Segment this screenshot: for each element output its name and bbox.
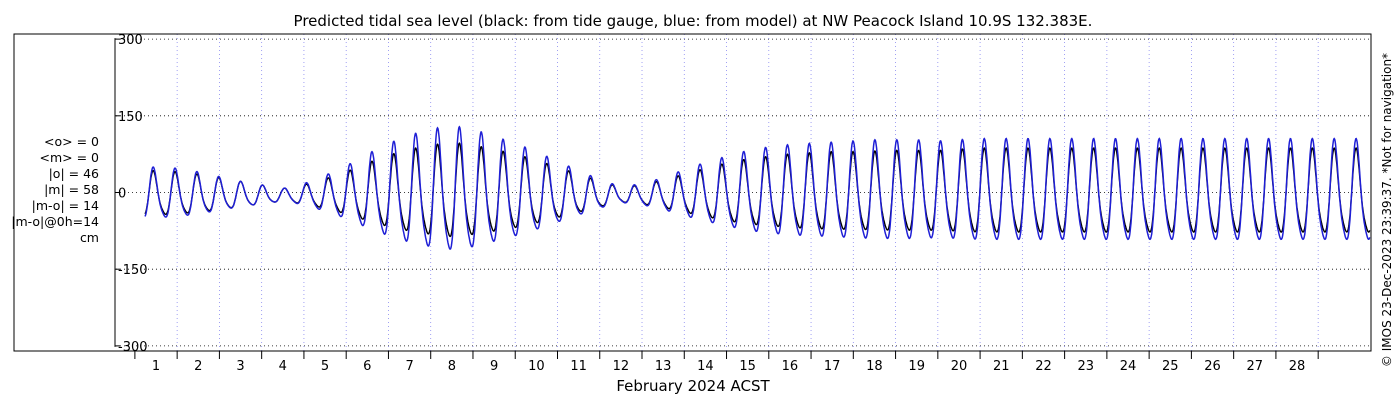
stats-line: cm — [80, 230, 99, 245]
x-tick-label: 21 — [993, 359, 1010, 374]
y-tick-label: 0 — [118, 187, 126, 202]
stats-line: |m-o|@0h=14 — [11, 214, 99, 229]
x-tick-label: 16 — [782, 359, 799, 374]
plot-frame — [13, 33, 1372, 352]
y-tick-label: -300 — [118, 340, 148, 355]
stats-line: <o> = 0 — [44, 134, 99, 149]
x-tick-label: 24 — [1120, 359, 1137, 374]
x-tick-label: 26 — [1204, 359, 1221, 374]
x-tick-label: 27 — [1247, 359, 1264, 374]
stats-block: <o> = 0<m> = 0|o| = 46|m| = 58|m-o| = 14… — [11, 134, 99, 245]
x-tick-label: 12 — [613, 359, 630, 374]
y-axis: 300 150 0 -150 -300 — [114, 33, 148, 355]
x-tick-label: 19 — [908, 359, 925, 374]
x-tick-label: 11 — [570, 359, 587, 374]
x-tick-label: 13 — [655, 359, 672, 374]
y-tick-label: -150 — [118, 263, 148, 278]
x-axis-label: February 2024 ACST — [616, 377, 770, 395]
x-tick-label: 18 — [866, 359, 883, 374]
x-tick-label: 2 — [194, 359, 202, 374]
chart-title: Predicted tidal sea level (black: from t… — [294, 12, 1093, 30]
x-tick-label: 17 — [824, 359, 841, 374]
grid-lines — [116, 34, 1371, 351]
x-tick-label: 23 — [1077, 359, 1094, 374]
copyright-notice: © IMOS 23-Dec-2023 23:39:37. *Not for na… — [1380, 53, 1394, 367]
x-tick-label: 8 — [448, 359, 456, 374]
x-tick-label: 14 — [697, 359, 714, 374]
stats-line: |m-o| = 14 — [32, 198, 99, 213]
x-axis: 1 2 3 4 5 6 7 8 9 10 11 12 13 14 15 16 17 18 19 20 21 22 23 24 2… — [134, 351, 1319, 374]
x-tick-label: 5 — [321, 359, 329, 374]
x-tick-label: 22 — [1035, 359, 1052, 374]
series-line — [144, 125, 1371, 251]
series-group — [144, 125, 1371, 251]
x-tick-label: 1 — [152, 359, 160, 374]
x-tick-label: 6 — [363, 359, 371, 374]
x-tick-label: 3 — [236, 359, 244, 374]
stats-line: |o| = 46 — [49, 166, 99, 181]
stats-line: <m> = 0 — [40, 150, 100, 165]
x-tick-label: 25 — [1162, 359, 1179, 374]
x-tick-label: 28 — [1289, 359, 1306, 374]
x-tick-label: 4 — [279, 359, 287, 374]
y-tick-label: 300 — [118, 33, 143, 48]
x-tick-label: 10 — [528, 359, 545, 374]
x-tick-label: 20 — [951, 359, 968, 374]
y-tick-label: 150 — [118, 110, 143, 125]
x-tick-label: 9 — [490, 359, 498, 374]
x-tick-label: 7 — [405, 359, 413, 374]
x-tick-label: 15 — [739, 359, 756, 374]
stats-line: |m| = 58 — [44, 182, 99, 197]
